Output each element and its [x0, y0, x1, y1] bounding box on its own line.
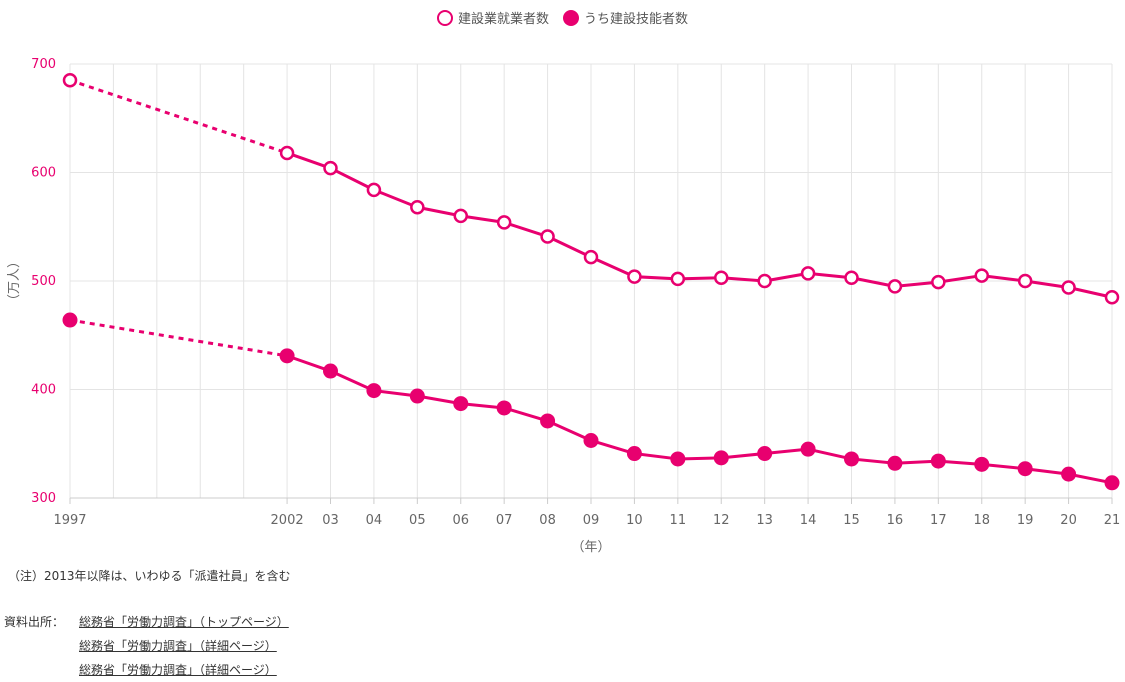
x-tick-label: 15: [843, 513, 860, 528]
data-point-skilled-06: [453, 396, 469, 412]
x-tick-label: 07: [496, 513, 513, 528]
y-tick-label: 700: [31, 57, 56, 72]
filled-circle-icon: [563, 9, 579, 26]
data-point-employed-11: [670, 271, 686, 287]
x-tick-label: 17: [930, 513, 947, 528]
data-point-employed-14: [800, 266, 816, 281]
data-point-employed-12: [714, 270, 729, 285]
data-point-employed-21: [1104, 290, 1120, 305]
data-point-employed-17: [931, 274, 946, 290]
data-point-skilled-17: [930, 453, 946, 469]
y-axis-title: （万人）: [7, 255, 22, 307]
series-line-0: [286, 151, 1113, 299]
x-tick-label: 03: [322, 513, 339, 528]
x-tick-label: 2002: [271, 513, 304, 528]
data-point-skilled-05: [409, 388, 425, 404]
data-point-skilled-19: [1017, 461, 1033, 477]
x-tick-label: 11: [670, 513, 687, 528]
y-tick-label: 600: [31, 166, 56, 181]
data-point-employed-1997: [62, 73, 78, 88]
data-point-employed-03: [323, 160, 338, 176]
source-link-detail-1[interactable]: 総務省「労働力調査」（詳細ページ）: [79, 638, 277, 653]
legend-item-skilled[interactable]: うち建設技能者数: [563, 8, 688, 27]
data-point-skilled-14: [800, 441, 816, 457]
series-line-dashed-0: [69, 78, 288, 155]
x-tick-label: 12: [713, 513, 730, 528]
data-point-employed-10: [627, 269, 642, 284]
sources-label: 資料出所：: [4, 614, 65, 629]
data-point-skilled-07: [496, 400, 512, 416]
x-tick-label: 06: [452, 513, 469, 528]
x-tick-label: 09: [583, 513, 600, 528]
series-line-dashed-1: [69, 318, 288, 358]
data-point-skilled-08: [540, 413, 556, 429]
data-point-employed-09: [583, 249, 599, 265]
source-link-detail-2[interactable]: 総務省「労働力調査」（詳細ページ）: [79, 662, 277, 677]
x-tick-label: 05: [409, 513, 426, 528]
y-tick-label: 400: [31, 383, 56, 398]
x-tick-label: 04: [366, 513, 383, 528]
open-circle-icon: [436, 9, 453, 26]
chart-legend: 建設業就業者数 うち建設技能者数: [0, 8, 1125, 27]
data-point-skilled-15: [844, 451, 859, 467]
legend-item-employed[interactable]: 建設業就業者数: [436, 8, 549, 27]
data-point-skilled-11: [670, 451, 686, 467]
x-axis-title: （年）: [571, 540, 610, 555]
data-point-skilled-13: [757, 446, 773, 462]
legend-label-employed: 建設業就業者数: [457, 12, 549, 27]
data-point-employed-04: [366, 182, 382, 198]
x-tick-label: 08: [539, 513, 556, 528]
x-tick-label: 19: [1017, 513, 1034, 528]
data-point-employed-18: [974, 268, 989, 283]
y-tick-label: 500: [31, 274, 56, 289]
x-tick-label: 16: [887, 513, 904, 528]
data-point-skilled-10: [626, 446, 642, 462]
data-point-employed-20: [1061, 280, 1076, 295]
data-point-skilled-18: [974, 456, 990, 472]
x-tick-label: 14: [800, 513, 817, 528]
data-point-skilled-03: [323, 363, 338, 379]
data-point-employed-05: [410, 199, 425, 215]
data-point-employed-16: [887, 279, 903, 294]
x-tick-label: 10: [626, 513, 643, 528]
x-tick-label: 18: [973, 513, 990, 528]
data-point-employed-19: [1017, 273, 1033, 289]
chart-note: （注）2013年以降は、いわゆる「派遣社員」を含む: [8, 569, 291, 583]
x-tick-label: 13: [756, 513, 773, 528]
data-point-skilled-2002: [279, 348, 295, 364]
line-chart: 300 400 500 600 700 1997 2002 03 04 05 06 07 08 09 10 1…: [7, 57, 1121, 555]
data-point-skilled-12: [713, 450, 729, 466]
data-point-employed-2002: [279, 145, 295, 161]
data-point-employed-15: [844, 270, 859, 285]
x-tick-label: 1997: [53, 513, 86, 528]
sources-section: 資料出所： 総務省「労働力調査」（トップページ） 総務省「労働力調査」（詳細ペー…: [4, 609, 289, 681]
data-point-employed-08: [540, 229, 555, 244]
data-point-employed-06: [453, 208, 468, 224]
source-link-top[interactable]: 総務省「労働力調査」（トップページ）: [79, 614, 289, 629]
data-point-skilled-09: [583, 432, 599, 448]
y-tick-label: 300: [31, 491, 56, 506]
data-point-employed-07: [496, 215, 512, 230]
data-point-skilled-21: [1104, 475, 1120, 491]
x-tick-label: 21: [1104, 513, 1121, 528]
legend-label-skilled: うち建設技能者数: [584, 12, 689, 27]
data-point-skilled-1997: [62, 312, 78, 328]
data-point-skilled-20: [1061, 466, 1077, 482]
data-point-employed-13: [757, 273, 772, 289]
data-point-skilled-16: [887, 455, 903, 471]
x-tick-label: 20: [1060, 513, 1077, 528]
data-point-skilled-04: [366, 383, 382, 399]
